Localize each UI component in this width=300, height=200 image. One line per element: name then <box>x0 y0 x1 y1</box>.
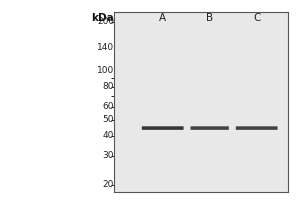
Text: 20: 20 <box>103 180 114 189</box>
Text: 40: 40 <box>103 131 114 140</box>
Text: C: C <box>253 13 260 23</box>
Text: 60: 60 <box>103 102 114 111</box>
FancyBboxPatch shape <box>236 126 278 130</box>
Text: kDa: kDa <box>91 13 114 23</box>
FancyBboxPatch shape <box>142 126 184 130</box>
Text: B: B <box>206 13 213 23</box>
FancyBboxPatch shape <box>190 126 229 130</box>
Text: 30: 30 <box>103 151 114 160</box>
Text: 100: 100 <box>97 66 114 75</box>
Text: 200: 200 <box>97 17 114 26</box>
Text: 140: 140 <box>97 43 114 52</box>
Text: 50: 50 <box>103 115 114 124</box>
Text: A: A <box>159 13 166 23</box>
Text: 80: 80 <box>103 82 114 91</box>
